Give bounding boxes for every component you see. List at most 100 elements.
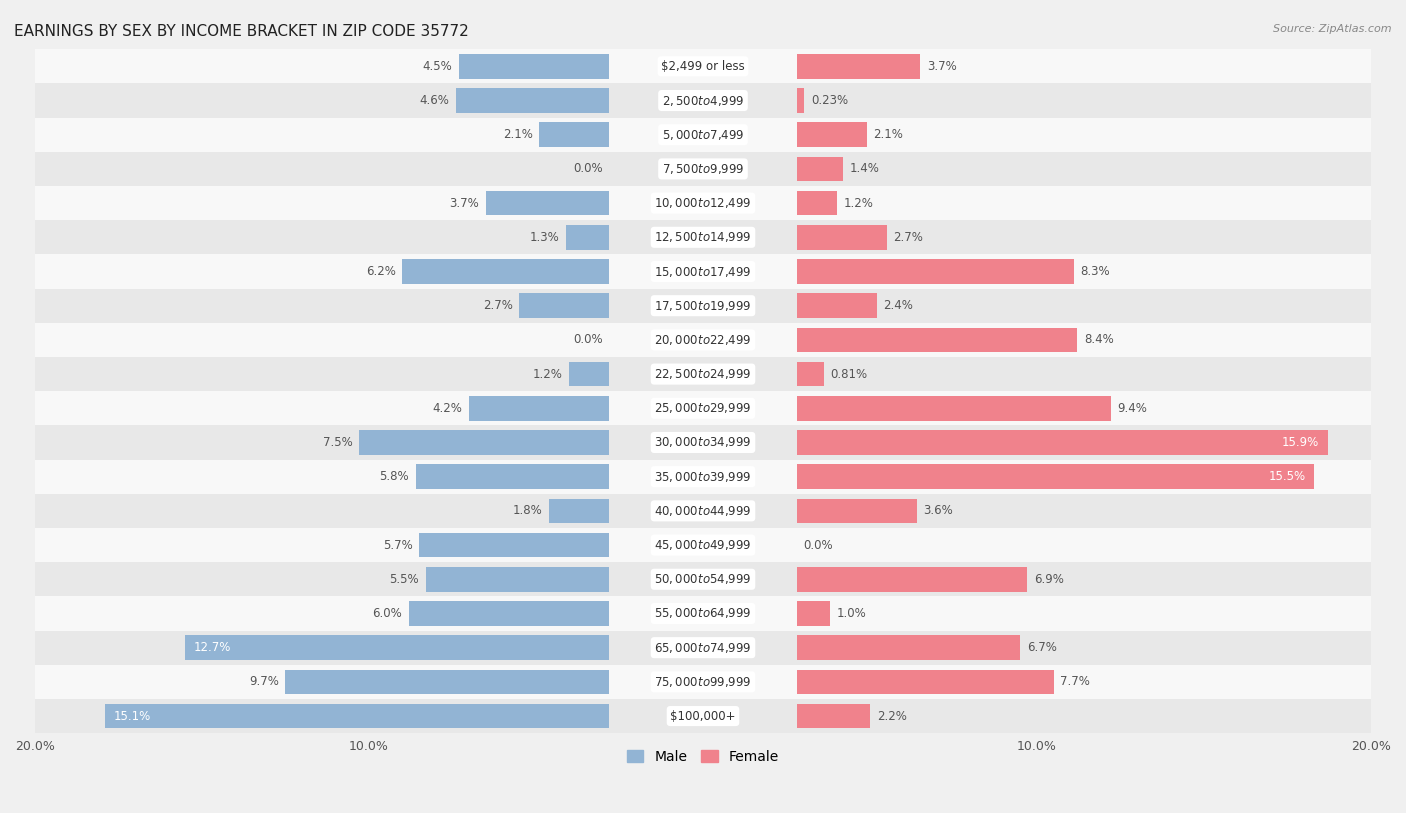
Bar — [35, 84, 1371, 118]
Bar — [35, 528, 1371, 562]
Bar — [35, 665, 1371, 699]
Text: $10,000 to $12,499: $10,000 to $12,499 — [654, 196, 752, 210]
Bar — [35, 118, 1371, 152]
Text: 0.23%: 0.23% — [811, 94, 848, 107]
Bar — [797, 567, 1026, 592]
Bar — [402, 259, 609, 284]
Bar — [540, 123, 609, 147]
Bar — [567, 225, 609, 250]
Text: $75,000 to $99,999: $75,000 to $99,999 — [654, 675, 752, 689]
Bar — [797, 498, 917, 524]
Text: 1.0%: 1.0% — [837, 607, 866, 620]
Bar — [797, 396, 1111, 420]
Bar — [35, 220, 1371, 254]
Bar — [797, 601, 830, 626]
Bar — [797, 225, 887, 250]
Bar — [550, 498, 609, 524]
Text: 12.7%: 12.7% — [194, 641, 231, 654]
Text: $22,500 to $24,999: $22,500 to $24,999 — [654, 367, 752, 381]
Bar — [35, 186, 1371, 220]
Bar — [35, 493, 1371, 528]
Bar — [486, 191, 609, 215]
Bar — [797, 430, 1327, 454]
Bar — [797, 635, 1021, 660]
Text: 2.1%: 2.1% — [503, 128, 533, 141]
Bar — [35, 50, 1371, 84]
Text: $45,000 to $49,999: $45,000 to $49,999 — [654, 538, 752, 552]
Text: 3.6%: 3.6% — [924, 504, 953, 517]
Text: 9.7%: 9.7% — [249, 676, 278, 689]
Bar — [35, 323, 1371, 357]
Bar — [797, 362, 824, 386]
Bar — [797, 293, 877, 318]
Text: 2.4%: 2.4% — [883, 299, 914, 312]
Text: 8.3%: 8.3% — [1080, 265, 1111, 278]
Text: 7.5%: 7.5% — [322, 436, 353, 449]
Text: 0.0%: 0.0% — [803, 538, 832, 551]
Bar — [797, 191, 837, 215]
Text: $35,000 to $39,999: $35,000 to $39,999 — [654, 470, 752, 484]
Bar — [285, 670, 609, 694]
Bar — [35, 597, 1371, 631]
Bar — [797, 670, 1053, 694]
Text: $55,000 to $64,999: $55,000 to $64,999 — [654, 606, 752, 620]
Text: 15.5%: 15.5% — [1268, 470, 1306, 483]
Bar — [35, 425, 1371, 459]
Text: 6.9%: 6.9% — [1033, 573, 1063, 586]
Text: 5.5%: 5.5% — [389, 573, 419, 586]
Bar — [797, 259, 1074, 284]
Bar — [569, 362, 609, 386]
Text: 6.7%: 6.7% — [1026, 641, 1057, 654]
Text: Source: ZipAtlas.com: Source: ZipAtlas.com — [1274, 24, 1392, 34]
Bar — [797, 54, 920, 79]
Text: 1.3%: 1.3% — [530, 231, 560, 244]
Bar — [359, 430, 609, 454]
Text: 4.2%: 4.2% — [433, 402, 463, 415]
Bar — [460, 54, 609, 79]
Text: $100,000+: $100,000+ — [671, 710, 735, 723]
Text: 5.7%: 5.7% — [382, 538, 412, 551]
Bar — [797, 157, 844, 181]
Text: $2,500 to $4,999: $2,500 to $4,999 — [662, 93, 744, 107]
Text: $50,000 to $54,999: $50,000 to $54,999 — [654, 572, 752, 586]
Text: $65,000 to $74,999: $65,000 to $74,999 — [654, 641, 752, 654]
Text: 6.0%: 6.0% — [373, 607, 402, 620]
Text: 3.7%: 3.7% — [450, 197, 479, 210]
Text: 7.7%: 7.7% — [1060, 676, 1090, 689]
Bar — [35, 459, 1371, 493]
Text: $40,000 to $44,999: $40,000 to $44,999 — [654, 504, 752, 518]
Bar — [409, 601, 609, 626]
Bar — [35, 391, 1371, 425]
Bar — [35, 152, 1371, 186]
Bar — [797, 123, 866, 147]
Bar — [105, 704, 609, 728]
Text: 1.2%: 1.2% — [844, 197, 873, 210]
Text: 9.4%: 9.4% — [1118, 402, 1147, 415]
Text: 2.7%: 2.7% — [482, 299, 513, 312]
Bar — [35, 357, 1371, 391]
Text: 1.2%: 1.2% — [533, 367, 562, 380]
Bar — [456, 89, 609, 113]
Text: 8.4%: 8.4% — [1084, 333, 1114, 346]
Bar — [797, 89, 804, 113]
Text: $15,000 to $17,499: $15,000 to $17,499 — [654, 264, 752, 279]
Legend: Male, Female: Male, Female — [621, 744, 785, 769]
Bar — [470, 396, 609, 420]
Text: 2.2%: 2.2% — [877, 710, 907, 723]
Bar — [35, 699, 1371, 733]
Text: 2.1%: 2.1% — [873, 128, 903, 141]
Text: $12,500 to $14,999: $12,500 to $14,999 — [654, 230, 752, 245]
Text: $17,500 to $19,999: $17,500 to $19,999 — [654, 298, 752, 313]
Text: 15.9%: 15.9% — [1282, 436, 1319, 449]
Text: 15.1%: 15.1% — [114, 710, 150, 723]
Bar — [797, 464, 1315, 489]
Text: $7,500 to $9,999: $7,500 to $9,999 — [662, 162, 744, 176]
Bar — [35, 631, 1371, 665]
Text: 3.7%: 3.7% — [927, 60, 956, 73]
Text: $20,000 to $22,499: $20,000 to $22,499 — [654, 333, 752, 347]
Text: 0.81%: 0.81% — [831, 367, 868, 380]
Text: $30,000 to $34,999: $30,000 to $34,999 — [654, 436, 752, 450]
Text: 1.8%: 1.8% — [513, 504, 543, 517]
Text: 0.0%: 0.0% — [574, 333, 603, 346]
Bar — [186, 635, 609, 660]
